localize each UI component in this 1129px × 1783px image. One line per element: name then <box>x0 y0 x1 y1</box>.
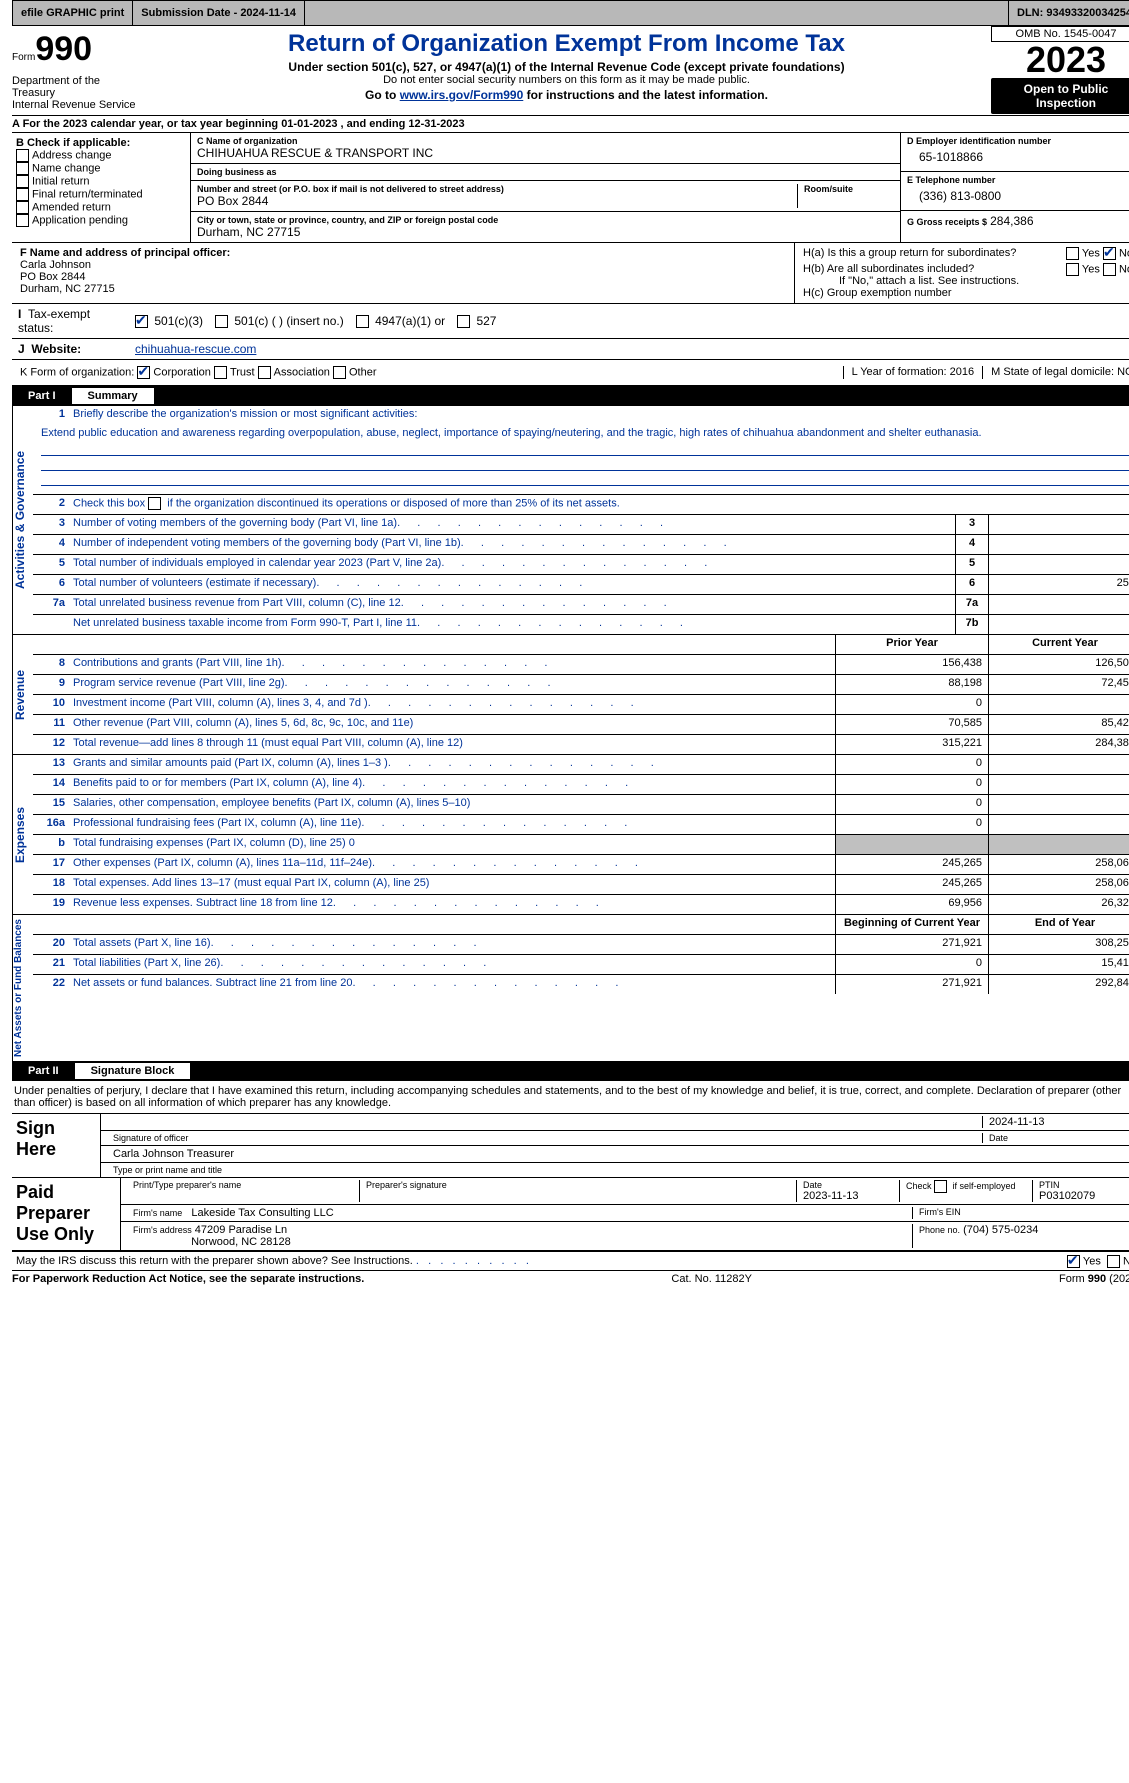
department: Department of the Treasury Internal Reve… <box>12 75 142 111</box>
dln: DLN: 93493320034254 <box>1009 1 1129 25</box>
efile-print[interactable]: efile GRAPHIC print <box>13 1 133 25</box>
year-box: OMB No. 1545-0047 2023 Open to Public In… <box>991 26 1129 115</box>
website-link[interactable]: chihuahua-rescue.com <box>129 339 262 359</box>
chk-discuss-yes[interactable] <box>1067 1255 1080 1268</box>
v4: 9 <box>988 535 1129 554</box>
chk-initial-return[interactable] <box>16 175 29 188</box>
v3: 9 <box>988 515 1129 534</box>
paid-preparer-label: Paid Preparer Use Only <box>12 1178 121 1250</box>
officer-sig-date: 2024-11-13 <box>983 1116 1129 1128</box>
chk-discuss-no[interactable] <box>1107 1255 1120 1268</box>
tab-expenses: Expenses <box>12 755 33 914</box>
part2-header: Part IISignature Block <box>12 1061 1129 1081</box>
chk-name-change[interactable] <box>16 162 29 175</box>
form-title: Return of Organization Exempt From Incom… <box>148 30 985 58</box>
footer: For Paperwork Reduction Act Notice, see … <box>12 1270 1129 1287</box>
group-return: H(a) Is this a group return for subordin… <box>795 243 1129 303</box>
chk-assoc[interactable] <box>258 366 271 379</box>
mission-text: Extend public education and awareness re… <box>33 425 1129 441</box>
open-to-public: Open to Public Inspection <box>991 78 1129 114</box>
chk-hb-no[interactable] <box>1103 263 1116 276</box>
top-bar: efile GRAPHIC print Submission Date - 20… <box>12 0 1129 26</box>
tax-year: 2023 <box>991 42 1129 78</box>
chk-501c[interactable] <box>215 315 228 328</box>
street: PO Box 2844 <box>197 194 797 208</box>
tab-revenue: Revenue <box>12 635 33 754</box>
ptin: P03102079 <box>1039 1190 1095 1202</box>
chk-501c3[interactable] <box>135 315 148 328</box>
officer-name: Carla Johnson Treasurer <box>107 1148 1129 1160</box>
v5: 0 <box>988 555 1129 574</box>
chk-final-return[interactable] <box>16 188 29 201</box>
firm-name: Lakeside Tax Consulting LLC <box>191 1207 333 1219</box>
chk-hb-yes[interactable] <box>1066 263 1079 276</box>
chk-ha-no[interactable] <box>1103 247 1116 260</box>
prep-date: 2023-11-13 <box>803 1190 858 1202</box>
sign-here-label: Sign Here <box>12 1114 101 1177</box>
chk-application-pending[interactable] <box>16 214 29 227</box>
chk-amended-return[interactable] <box>16 201 29 214</box>
col-b-checkboxes: B Check if applicable: Address change Na… <box>12 133 191 242</box>
city: Durham, NC 27715 <box>197 225 894 239</box>
tab-net-assets: Net Assets or Fund Balances <box>12 915 33 1061</box>
org-name: CHIHUAHUA RESCUE & TRANSPORT INC <box>197 146 894 160</box>
signature-declaration: Under penalties of perjury, I declare th… <box>12 1081 1129 1114</box>
chk-4947[interactable] <box>356 315 369 328</box>
chk-address-change[interactable] <box>16 149 29 162</box>
ein: 65-1018866 <box>907 146 1129 168</box>
chk-ha-yes[interactable] <box>1066 247 1079 260</box>
firm-phone: (704) 575-0234 <box>963 1224 1038 1236</box>
title-block: Return of Organization Exempt From Incom… <box>142 26 991 115</box>
v6: 250 <box>988 575 1129 594</box>
chk-other[interactable] <box>333 366 346 379</box>
tab-activities: Activities & Governance <box>12 406 33 634</box>
chk-self-employed[interactable] <box>934 1180 947 1193</box>
chk-527[interactable] <box>457 315 470 328</box>
part1-header: Part ISummary <box>12 386 1129 406</box>
chk-discontinued[interactable] <box>148 497 161 510</box>
form990-link[interactable]: www.irs.gov/Form990 <box>400 88 524 102</box>
telephone: (336) 813-0800 <box>907 185 1129 207</box>
chk-trust[interactable] <box>214 366 227 379</box>
v7b: 0 <box>988 615 1129 634</box>
chk-corp[interactable] <box>137 366 150 379</box>
v7a: 0 <box>988 595 1129 614</box>
firm-addr1: 47209 Paradise Ln <box>195 1224 287 1236</box>
state-domicile: NC <box>1117 366 1129 378</box>
form-number-block: Form990 Department of the Treasury Inter… <box>12 26 142 115</box>
row-a-tax-year: A For the 2023 calendar year, or tax yea… <box>12 115 1129 132</box>
year-formation: 2016 <box>950 366 974 378</box>
submission-date: Submission Date - 2024-11-14 <box>133 1 305 25</box>
gross-receipts: 284,386 <box>990 214 1033 228</box>
principal-officer: F Name and address of principal officer:… <box>12 243 795 303</box>
